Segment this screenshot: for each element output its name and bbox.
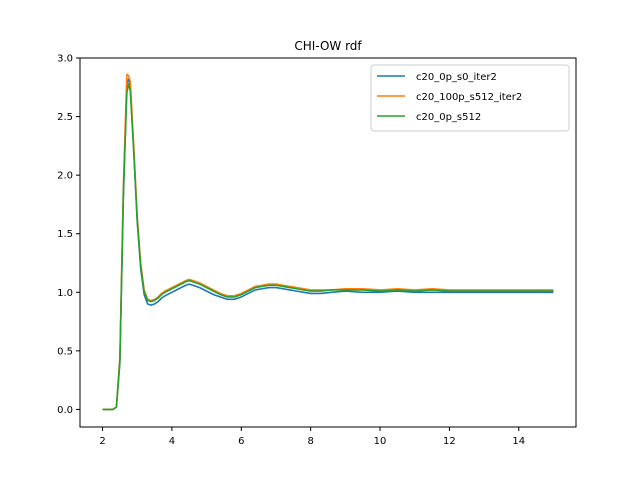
legend-label-1: c20_100p_s512_iter2 bbox=[416, 92, 522, 103]
x-tick-label: 4 bbox=[169, 436, 175, 447]
x-tick-label: 12 bbox=[443, 436, 456, 447]
y-tick-label: 1.0 bbox=[57, 288, 73, 299]
y-tick-label: 0.0 bbox=[57, 405, 73, 416]
series-line-2 bbox=[102, 82, 554, 411]
x-tick-label: 6 bbox=[238, 436, 244, 447]
y-tick-label: 0.5 bbox=[57, 346, 73, 357]
x-tick-label: 8 bbox=[307, 436, 313, 447]
x-axis: 2 4 6 8 10 12 14 bbox=[99, 427, 525, 447]
legend-label-2: c20_0p_s512 bbox=[416, 112, 481, 123]
y-axis: 0.0 0.5 1.0 1.5 2.0 2.5 3.0 bbox=[57, 54, 80, 416]
x-tick-label: 14 bbox=[512, 436, 525, 447]
y-tick-label: 3.0 bbox=[57, 54, 73, 65]
legend-box bbox=[370, 64, 570, 132]
y-tick-label: 1.5 bbox=[57, 229, 73, 240]
plot-series-group bbox=[102, 73, 554, 411]
chart-title: CHI-OW rdf bbox=[294, 39, 362, 53]
y-tick-label: 2.0 bbox=[57, 171, 73, 182]
x-tick-label: 2 bbox=[99, 436, 105, 447]
y-tick-label: 2.5 bbox=[57, 112, 73, 123]
x-tick-label: 10 bbox=[374, 436, 387, 447]
plot-frame bbox=[79, 57, 577, 428]
legend-label-0: c20_0p_s0_iter2 bbox=[416, 72, 497, 83]
legend: c20_0p_s0_iter2 c20_100p_s512_iter2 c20_0p… bbox=[370, 64, 570, 132]
